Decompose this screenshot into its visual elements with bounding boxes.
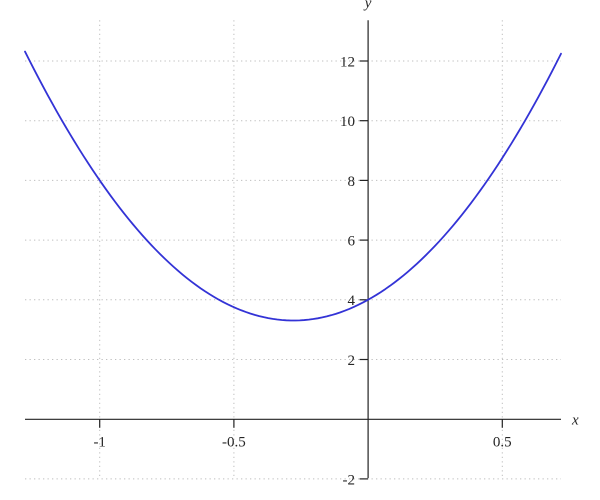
svg-text:x: x	[571, 413, 579, 429]
svg-text:-2: -2	[343, 472, 356, 488]
svg-text:2: 2	[348, 353, 356, 369]
svg-text:6: 6	[348, 234, 356, 250]
svg-text:10: 10	[340, 114, 355, 130]
svg-text:8: 8	[348, 174, 356, 190]
svg-text:-0.5: -0.5	[222, 435, 246, 451]
svg-text:0.5: 0.5	[493, 435, 512, 451]
svg-text:12: 12	[340, 54, 355, 70]
svg-text:-1: -1	[93, 435, 106, 451]
svg-text:y: y	[363, 0, 372, 12]
